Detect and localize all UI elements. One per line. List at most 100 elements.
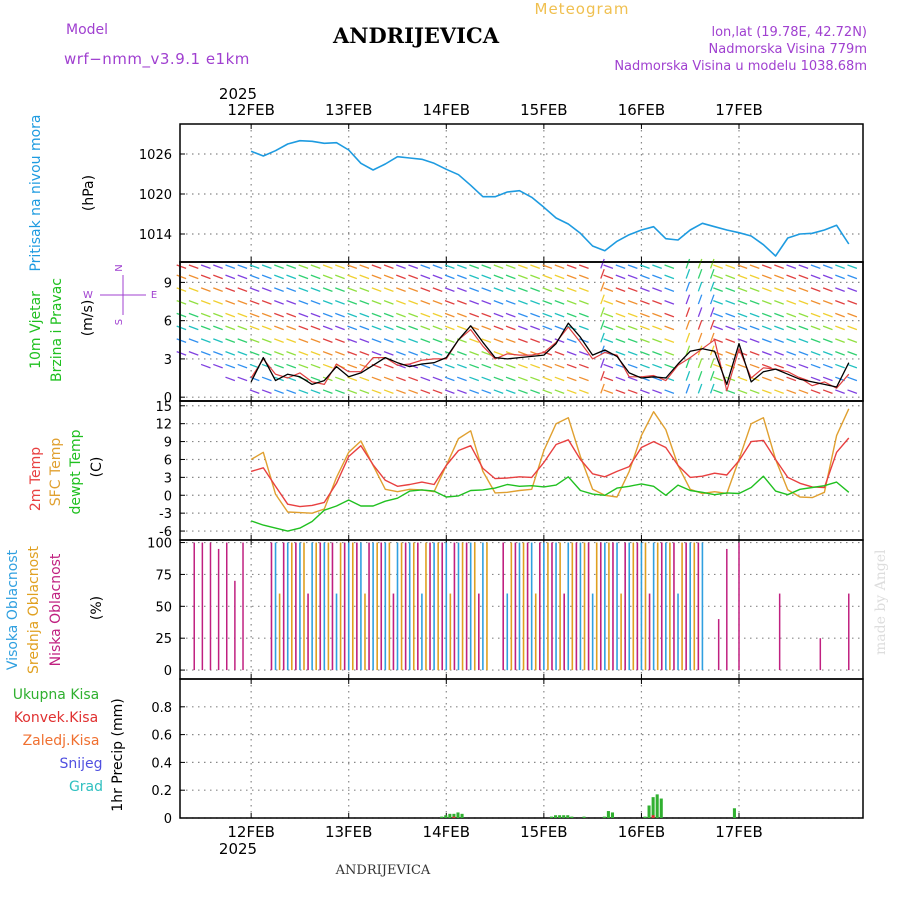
wind-arrow bbox=[697, 268, 703, 279]
wind-arrow bbox=[200, 312, 211, 318]
wind-arrow bbox=[847, 287, 858, 292]
wind-arrow bbox=[188, 312, 199, 318]
wind-arrow bbox=[213, 390, 222, 393]
precip-bar bbox=[549, 816, 554, 818]
wind-arrow bbox=[408, 312, 419, 318]
wind-arrow bbox=[749, 363, 760, 369]
precip-bar bbox=[456, 812, 460, 818]
wind-arrow bbox=[685, 332, 691, 343]
wind-arrow bbox=[639, 300, 650, 305]
wind-arrow bbox=[469, 363, 480, 369]
wind-arrow bbox=[822, 274, 833, 280]
wind-arrow bbox=[347, 264, 358, 269]
precip-bar bbox=[651, 815, 655, 818]
wind-arrow bbox=[749, 338, 760, 343]
wind-arrow bbox=[274, 312, 284, 318]
wind-arrow bbox=[481, 312, 492, 318]
precip-bar bbox=[440, 816, 444, 818]
wind-arrow bbox=[505, 300, 516, 305]
wind-arrow bbox=[213, 351, 223, 356]
wind-arrow bbox=[517, 376, 528, 382]
wind-arrow bbox=[432, 363, 443, 369]
wind-arrow bbox=[709, 332, 715, 343]
wind-arrow bbox=[786, 264, 797, 269]
x-tick-label-bottom: 15FEB bbox=[520, 823, 567, 841]
wind-arrow bbox=[469, 338, 480, 343]
cloud-bars bbox=[193, 542, 850, 671]
x-tick-label-top: 12FEB bbox=[227, 101, 274, 119]
wind-arrow bbox=[261, 264, 272, 269]
wind-arrow bbox=[371, 325, 382, 331]
wind-arrow bbox=[530, 264, 541, 269]
y-tick-label: 0 bbox=[164, 489, 172, 504]
wind-arrow bbox=[335, 264, 345, 269]
wind-arrow bbox=[697, 281, 703, 292]
wind-arrow bbox=[554, 287, 565, 292]
wind-arrow bbox=[652, 312, 662, 318]
wind-arrow bbox=[627, 325, 638, 331]
wind-arrow bbox=[420, 325, 431, 331]
wind-arrow bbox=[298, 264, 309, 269]
wind-arrow bbox=[713, 287, 723, 292]
wind-arrow bbox=[420, 338, 431, 343]
legend-item: Snijeg bbox=[59, 756, 102, 772]
wind-arrow bbox=[444, 338, 455, 343]
wind-arrow bbox=[420, 287, 431, 292]
wind-arrow bbox=[298, 325, 309, 331]
wind-arrow bbox=[335, 351, 345, 356]
wind-arrow bbox=[456, 376, 467, 382]
wind-arrow bbox=[639, 325, 650, 331]
wind-arrow bbox=[615, 389, 626, 394]
wind-arrow bbox=[298, 338, 309, 343]
wind-arrow bbox=[798, 312, 809, 318]
wind-arrow bbox=[822, 389, 833, 394]
model-label: Model bbox=[66, 22, 108, 38]
wind-arrow bbox=[493, 274, 504, 280]
wind-arrow bbox=[639, 389, 650, 394]
wind-arrow bbox=[481, 287, 492, 292]
wind-arrow bbox=[566, 287, 577, 292]
wind-arrow bbox=[444, 376, 455, 382]
y-tick-label: 0 bbox=[164, 812, 172, 827]
wind-arrow bbox=[530, 351, 541, 356]
wind-arrow bbox=[225, 312, 236, 318]
wind-arrow bbox=[335, 325, 345, 331]
panel-clouds: 0 25 50 75 100 bbox=[147, 537, 864, 680]
x-tick-labels-top: 12FEB 13FEB 14FEB 15FEB 16FEB 17FEB bbox=[227, 101, 762, 119]
wind-arrow bbox=[517, 312, 528, 318]
wind-arrow bbox=[261, 376, 272, 382]
wind-arrow bbox=[737, 300, 748, 305]
wind-arrow bbox=[310, 389, 321, 394]
wind-arrow bbox=[713, 274, 723, 280]
precip-bar bbox=[444, 815, 448, 818]
wind-arrow bbox=[505, 338, 516, 343]
wind-arrow bbox=[517, 287, 528, 292]
wind-arrow bbox=[822, 287, 833, 292]
wind-arrow bbox=[774, 376, 784, 382]
wind-arrow bbox=[603, 338, 614, 343]
wind-arrow bbox=[225, 376, 236, 382]
wind-arrow bbox=[542, 338, 553, 343]
wind-arrow bbox=[201, 390, 210, 393]
wind-arrow bbox=[761, 312, 772, 318]
wind-arrow bbox=[798, 351, 809, 356]
wind-arrow bbox=[249, 312, 260, 318]
wind-arrow bbox=[627, 389, 638, 394]
wind-arrow bbox=[200, 338, 211, 343]
wind-arrow bbox=[600, 281, 605, 292]
wind-arrow bbox=[396, 274, 406, 280]
wind-arrow bbox=[322, 274, 333, 280]
wind-arrow bbox=[822, 312, 833, 318]
wind-arrow bbox=[408, 351, 419, 356]
wind-arrow bbox=[298, 300, 309, 305]
wind-arrow bbox=[554, 325, 565, 331]
wind-arrow bbox=[713, 300, 723, 305]
wind-arrow bbox=[408, 338, 419, 343]
wind-arrow bbox=[709, 281, 715, 292]
wind-arrow bbox=[493, 312, 504, 318]
wind-arrow bbox=[481, 264, 492, 269]
wind-arrow bbox=[615, 376, 626, 382]
wind-arrow bbox=[578, 389, 589, 394]
wind-arrow bbox=[786, 274, 797, 280]
wind-arrow bbox=[274, 264, 284, 269]
